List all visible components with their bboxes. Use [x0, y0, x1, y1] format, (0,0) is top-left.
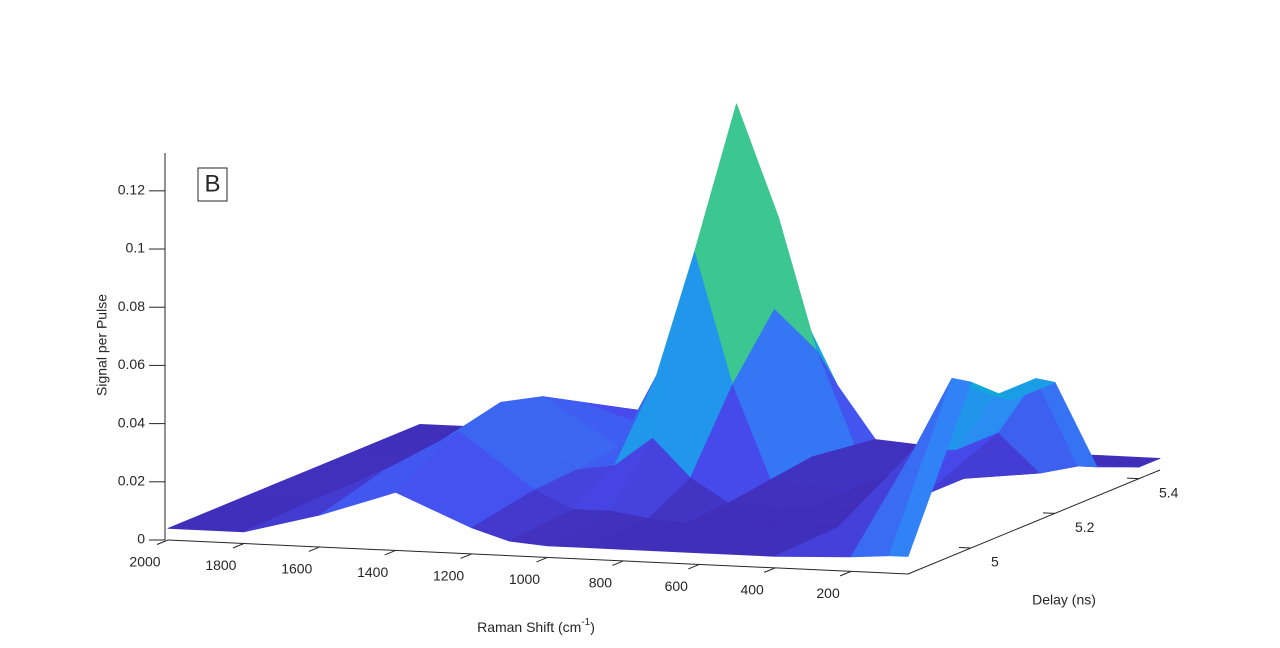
x-tick: [839, 570, 852, 577]
z-tick-label: 0.08: [118, 298, 145, 314]
x-tick-label: 1200: [433, 568, 464, 584]
x-tick: [156, 539, 169, 545]
panel-label: B: [204, 170, 220, 197]
x-tick-label: 800: [589, 575, 613, 591]
x-axis-label-end: ): [590, 619, 595, 635]
x-tick-label: 400: [740, 582, 764, 598]
y-tick: [958, 547, 972, 549]
surface: [167, 103, 1161, 558]
y-tick: [1126, 477, 1140, 480]
x-tick-label: 1400: [357, 564, 388, 580]
x-axis-label-sup: -1: [581, 617, 590, 628]
x-tick: [763, 567, 776, 573]
z-tick-label: 0.06: [118, 356, 145, 372]
x-axis-label: Raman Shift (cm-1): [477, 617, 595, 635]
surface-patch: [888, 377, 972, 557]
x-tick: [688, 563, 700, 570]
y-tick-label: 5.2: [1075, 519, 1095, 535]
x-tick-label: 1600: [281, 561, 312, 577]
x-tick-label: 1800: [205, 557, 236, 573]
y-tick-label: 5.4: [1159, 484, 1179, 500]
panel-label-box: [197, 167, 228, 202]
y-tick-label: 5: [991, 554, 999, 570]
x-tick-label: 2000: [129, 554, 160, 570]
x-axis-line: [167, 539, 909, 575]
z-tick-label: 0.04: [118, 414, 145, 430]
x-tick: [612, 560, 624, 566]
x-tick: [308, 546, 320, 552]
z-tick-label: 0.1: [126, 240, 146, 256]
z-tick-label: 0.02: [118, 473, 145, 489]
x-tick: [460, 553, 472, 559]
z-tick-label: 0.12: [118, 182, 145, 198]
x-tick: [232, 543, 245, 549]
z-axis-label: Signal per Pulse: [94, 294, 110, 396]
x-tick: [384, 549, 396, 556]
y-axis-label: Delay (ns): [1032, 592, 1096, 608]
x-tick: [536, 556, 548, 563]
x-axis-label-text: Raman Shift (cm: [477, 619, 581, 635]
axes: 2000 1800 1600 1400 1200 1000 800 600 400 200 5 5.2…: [118, 153, 1179, 601]
z-tick-label: 0: [137, 531, 145, 547]
x-tick-label: 200: [816, 585, 840, 601]
y-axis-line: [907, 469, 1161, 575]
x-tick-label: 1000: [509, 571, 540, 587]
x-tick-label: 600: [665, 578, 689, 594]
y-tick: [1042, 512, 1056, 514]
